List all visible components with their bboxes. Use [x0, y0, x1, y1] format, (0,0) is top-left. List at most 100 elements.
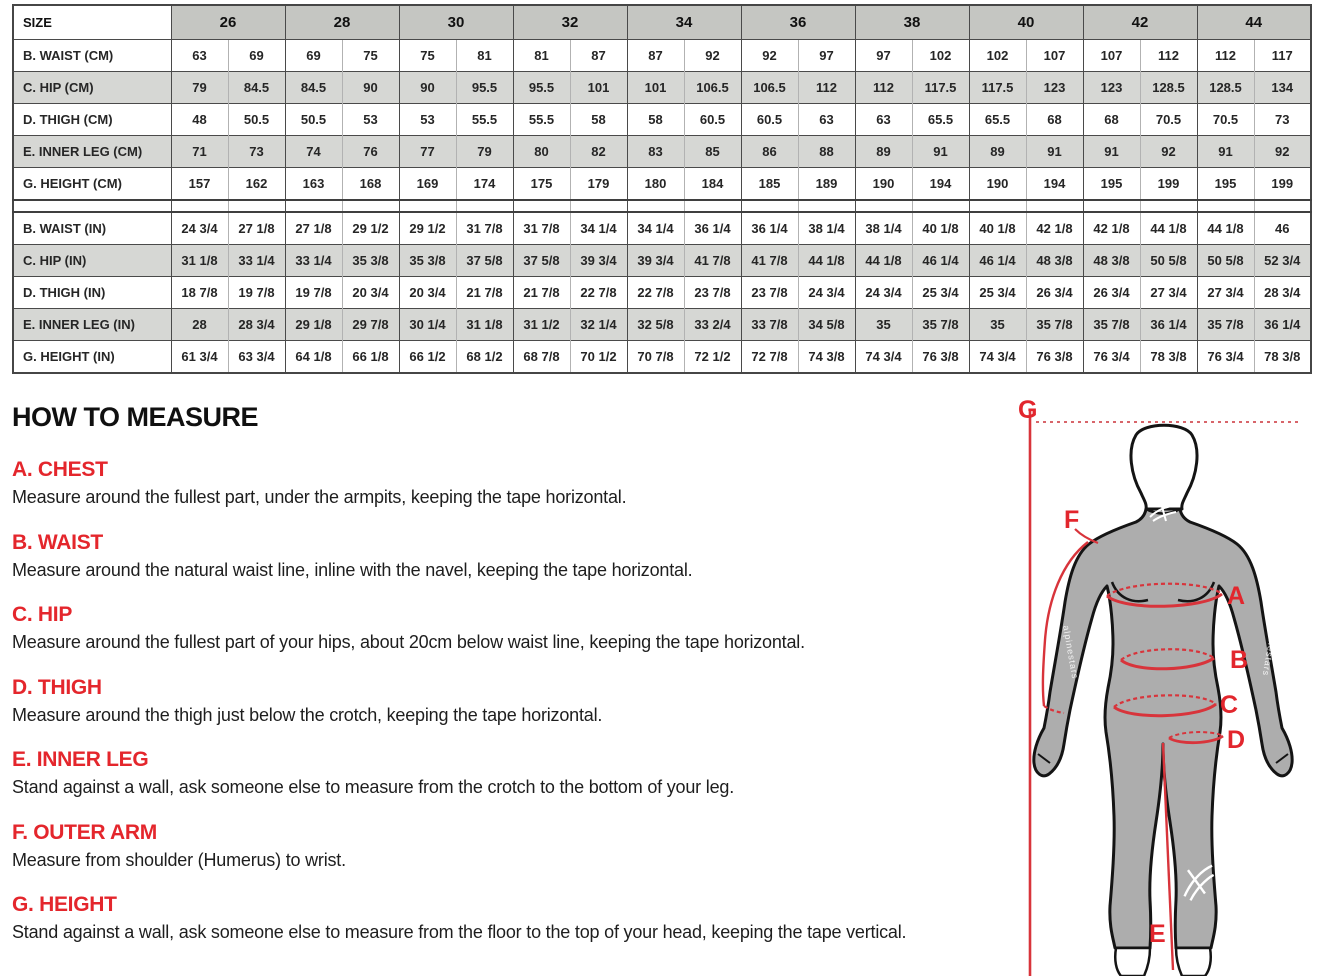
divider-cell [968, 199, 1026, 213]
size-cell: 92 [1139, 135, 1197, 168]
size-cell: 77 [398, 135, 456, 168]
size-cell: 90 [341, 71, 399, 104]
size-cell: 78 3/8 [1253, 340, 1311, 373]
table-row: E. INNER LEG (IN) 28 28 3/4 29 1/8 29 7/8 30 … [13, 308, 1311, 341]
size-cell: 44 1/8 [1196, 211, 1254, 245]
chest-ellipse-back-a [1106, 582, 1223, 597]
size-header-row: SIZE 26 28 30 32 34 36 38 40 42 44 [13, 4, 1311, 40]
thigh-ellipse-front-d [1168, 734, 1224, 745]
measure-section: D. THIGH Measure around the thigh just be… [12, 676, 1004, 727]
measure-section-title: G. HEIGHT [12, 893, 117, 916]
size-cell: 61 3/4 [170, 340, 228, 373]
size-cell: 174 [455, 167, 513, 200]
row-label: C. HIP (IN) [13, 244, 171, 277]
size-column-header: 44 [1196, 4, 1311, 40]
size-cell: 117 [1253, 39, 1311, 72]
size-cell: 65.5 [911, 103, 969, 136]
divider-cell [341, 199, 399, 213]
size-cell: 88 [797, 135, 855, 168]
size-cell: 21 7/8 [512, 276, 570, 309]
chest-ellipse-front-a [1106, 592, 1223, 608]
size-cell: 76 3/4 [1082, 340, 1140, 373]
size-cell: 28 3/4 [227, 308, 285, 341]
table-row: D. THIGH (IN) 18 7/8 19 7/8 19 7/8 20 3/4 20 … [13, 276, 1311, 309]
size-column-header: 28 [284, 4, 399, 40]
alpinestars-thigh-logo [1183, 864, 1215, 901]
divider-cell [1082, 199, 1140, 213]
size-cell: 48 3/8 [1082, 244, 1140, 277]
size-cell: 101 [626, 71, 684, 104]
size-cell: 48 [170, 103, 228, 136]
size-cell: 84.5 [227, 71, 285, 104]
size-cell: 91 [1196, 135, 1254, 168]
measure-section-text: Measure around the thigh just below the … [12, 704, 603, 725]
size-cell: 60.5 [740, 103, 798, 136]
size-cell: 25 3/4 [968, 276, 1026, 309]
row-label: B. WAIST (CM) [13, 39, 171, 72]
outer-arm-pointer-f [1074, 528, 1099, 545]
size-cell: 39 3/4 [626, 244, 684, 277]
size-cell: 195 [1196, 167, 1254, 200]
size-cell: 35 3/8 [398, 244, 456, 277]
size-cell: 41 7/8 [740, 244, 798, 277]
size-cell: 64 1/8 [284, 340, 342, 373]
size-cell: 81 [512, 39, 570, 72]
measure-section-title: F. OUTER ARM [12, 820, 157, 844]
divider-cell [626, 199, 684, 213]
size-cell: 33 1/4 [227, 244, 285, 277]
size-cell: 76 3/8 [911, 340, 969, 373]
row-label: E. INNER LEG (CM) [13, 135, 171, 168]
size-cell: 168 [341, 167, 399, 200]
size-cell: 27 3/4 [1196, 276, 1254, 309]
figure-label-f: F [1064, 506, 1079, 534]
size-cell: 44 1/8 [854, 244, 912, 277]
size-cell: 35 3/8 [341, 244, 399, 277]
size-cell: 33 2/4 [683, 308, 741, 341]
hip-ellipse-back-c [1113, 694, 1217, 708]
divider-cell [1139, 199, 1197, 213]
size-cell: 58 [569, 103, 627, 136]
divider-cell [854, 199, 912, 213]
figure-feet [1113, 946, 1213, 976]
size-cell: 36 1/4 [1253, 308, 1311, 341]
size-cell: 40 1/8 [911, 211, 969, 245]
size-cell: 76 [341, 135, 399, 168]
size-cell: 112 [1139, 39, 1197, 72]
divider-cell [398, 199, 456, 213]
size-cell: 85 [683, 135, 741, 168]
inner-leg-measure-line-e [1161, 742, 1175, 971]
size-cell: 190 [968, 167, 1026, 200]
size-cell: 79 [170, 71, 228, 104]
size-column-header: 40 [968, 4, 1083, 40]
size-cell: 169 [398, 167, 456, 200]
size-cell: 29 1/2 [341, 211, 399, 245]
size-cell: 29 7/8 [341, 308, 399, 341]
size-cell: 184 [683, 167, 741, 200]
size-cell: 21 7/8 [455, 276, 513, 309]
size-cell: 112 [1196, 39, 1254, 72]
measure-section-text: Measure around the fullest part of your … [12, 632, 805, 652]
size-cell: 185 [740, 167, 798, 200]
size-cell: 25 3/4 [911, 276, 969, 309]
table-section-divider [13, 199, 1311, 213]
size-cell: 46 1/4 [968, 244, 1026, 277]
size-cell: 89 [968, 135, 1026, 168]
size-cell: 66 1/2 [398, 340, 456, 373]
figure-label-e: E [1149, 920, 1166, 948]
measurement-figure: alpinestars alpinestars G F A B C D E [1018, 396, 1298, 976]
table-row: C. HIP (CM) 79 84.5 84.5 90 90 95.5 95.5 101 101 1… [13, 71, 1311, 104]
row-label: G. HEIGHT (IN) [13, 340, 171, 373]
size-cell: 36 1/4 [683, 211, 741, 245]
size-cell: 199 [1253, 167, 1311, 200]
table-row: B. WAIST (IN) 24 3/4 27 1/8 27 1/8 29 1/2 29 … [13, 211, 1311, 245]
waist-ellipse-front-b [1120, 656, 1215, 671]
size-cell: 63 [170, 39, 228, 72]
size-cell: 72 1/2 [683, 340, 741, 373]
measure-section-text: Measure around the fullest part, under t… [12, 487, 627, 507]
size-cell: 189 [797, 167, 855, 200]
size-cell: 92 [1253, 135, 1311, 168]
size-cell: 84.5 [284, 71, 342, 104]
size-cell: 28 3/4 [1253, 276, 1311, 309]
divider-cell [284, 199, 342, 213]
table-row: D. THIGH (CM) 48 50.5 50.5 53 53 55.5 55.5 58 58 6… [13, 103, 1311, 136]
